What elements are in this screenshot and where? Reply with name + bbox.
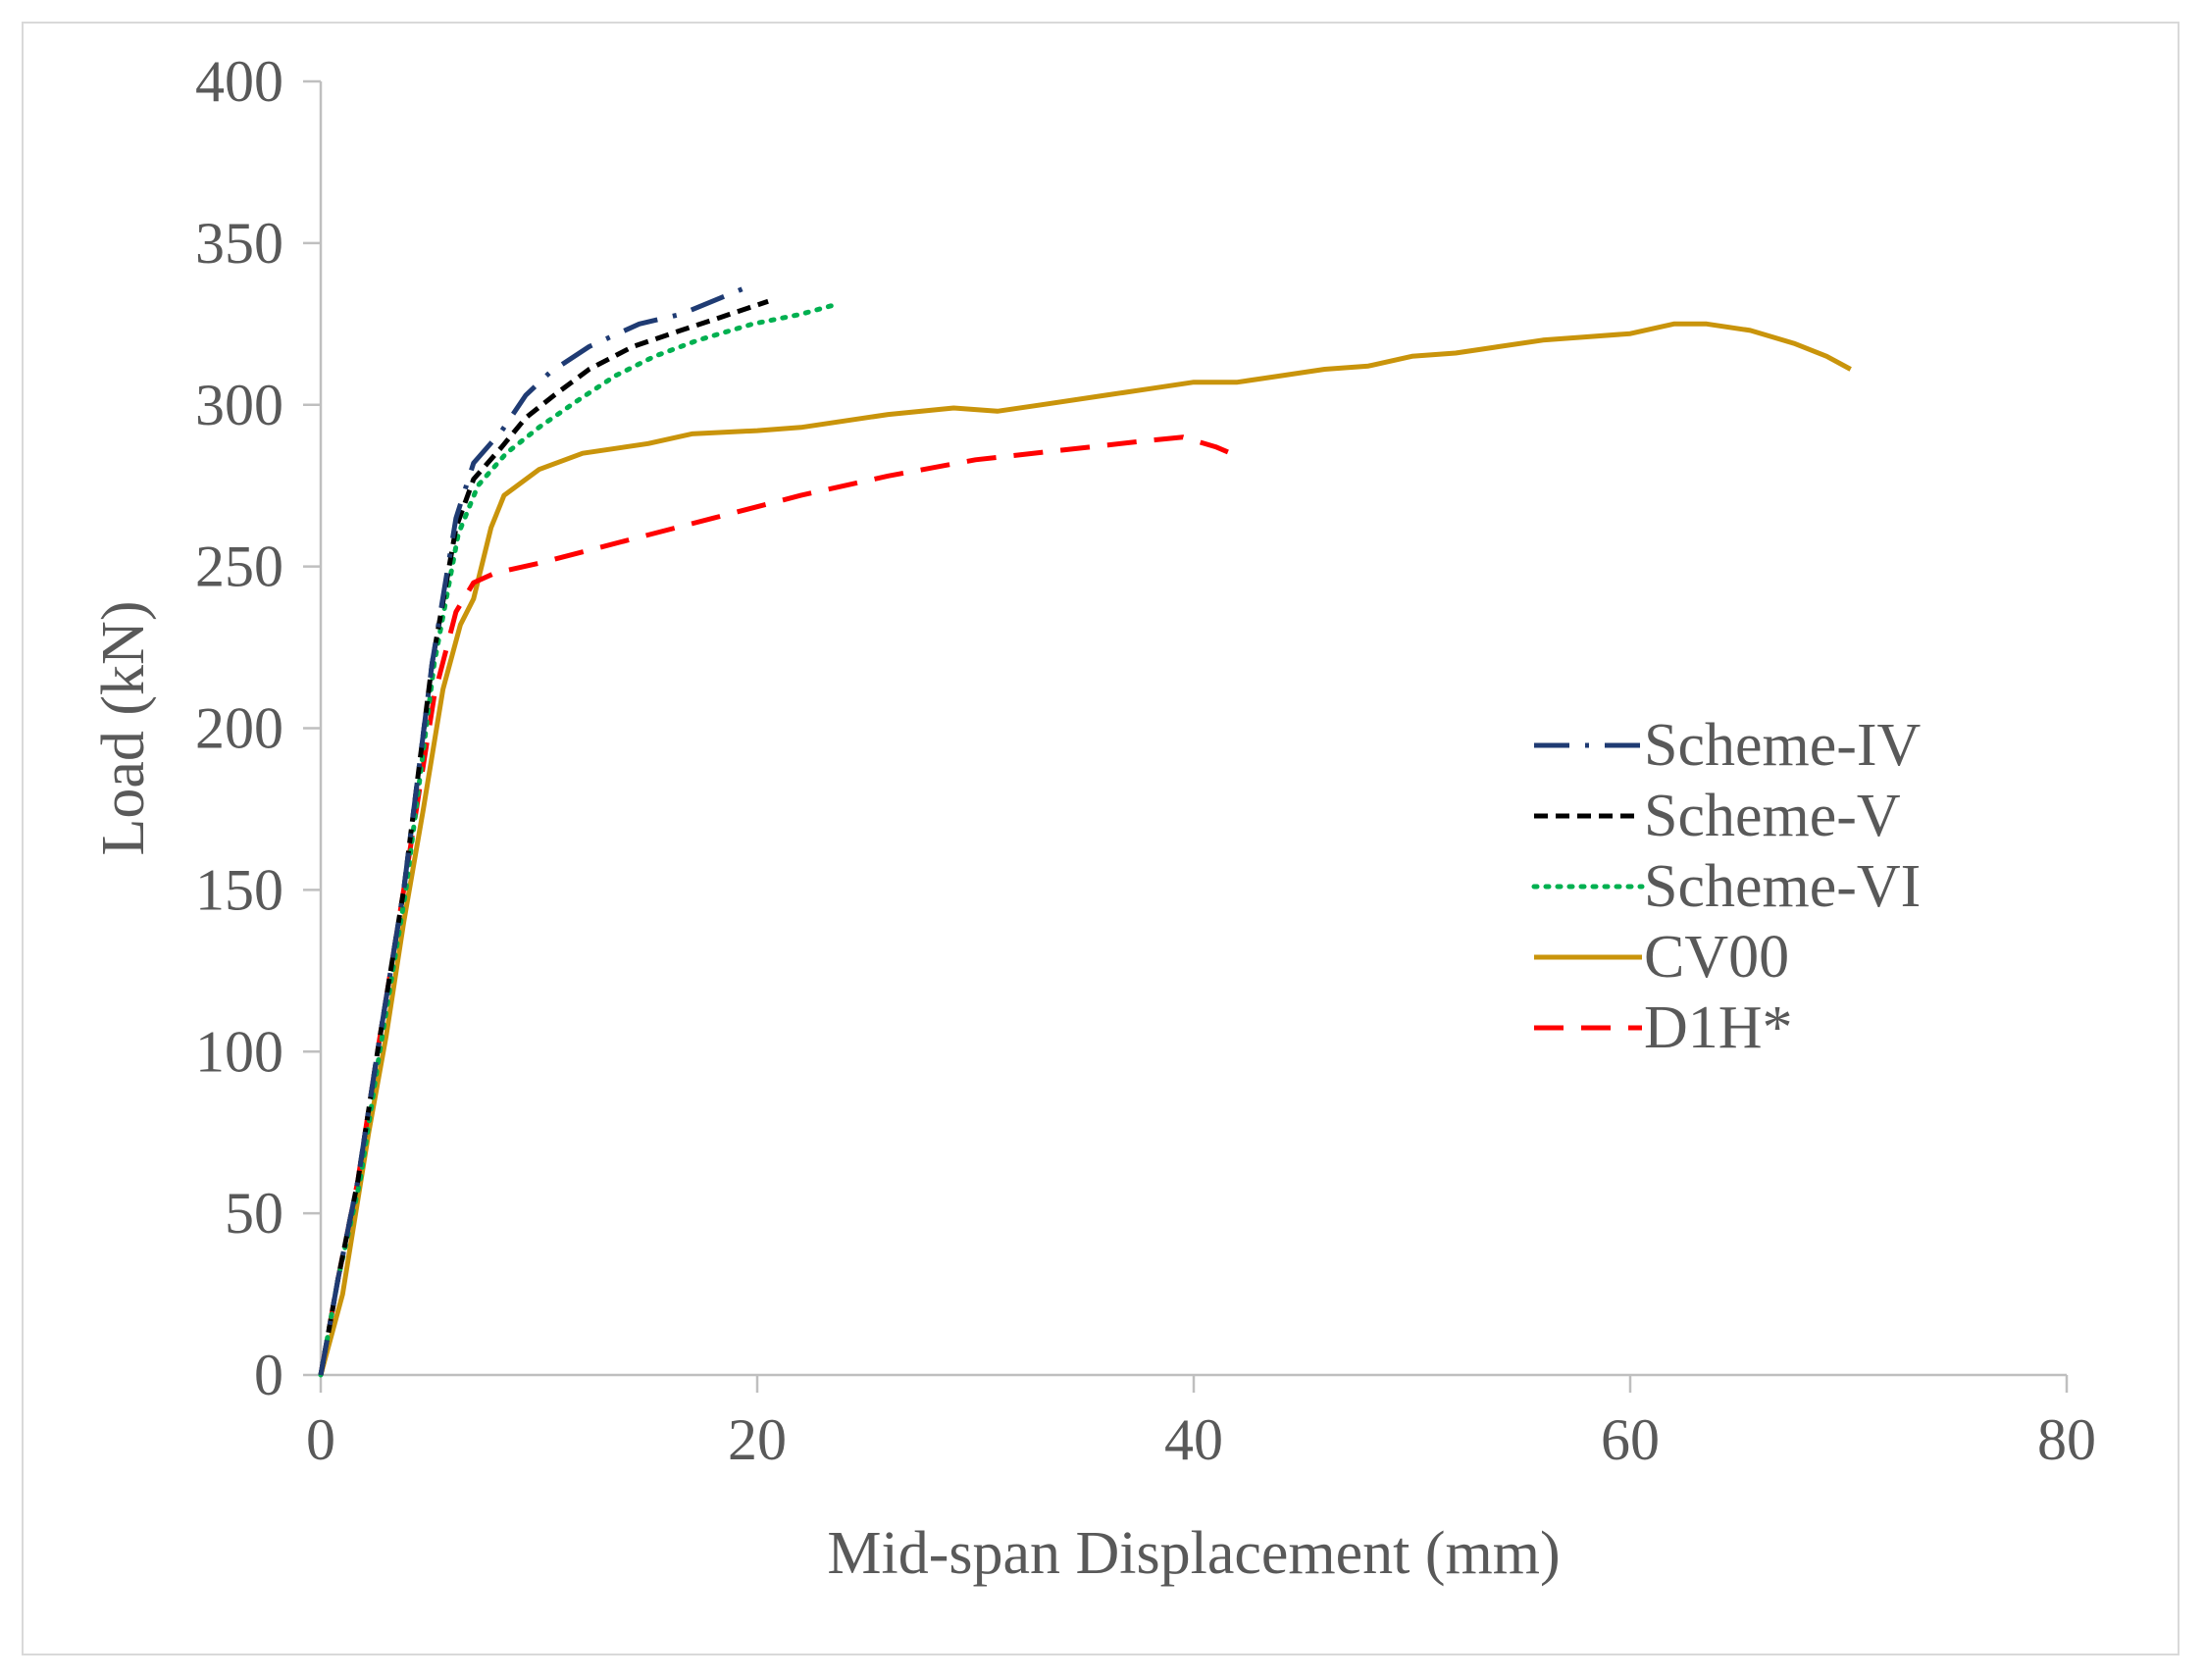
axes: 0 50 100 150 200 250 300 350 400 0 20 40 60 80 [195, 49, 2096, 1472]
y-tick-label: 0 [254, 1343, 283, 1407]
x-tick-label: 20 [728, 1407, 787, 1472]
legend-label: CV00 [1644, 924, 1789, 991]
series-line-d1h [318, 434, 1232, 1376]
y-tick-label: 200 [195, 696, 283, 761]
series-group [318, 285, 1852, 1378]
legend-label: Scheme-V [1644, 783, 1901, 849]
series-line-scheme-iv [318, 285, 745, 1376]
y-tick-label: 350 [195, 211, 283, 276]
y-tick-label: 300 [195, 373, 283, 437]
legend-label: Scheme-IV [1644, 712, 1922, 779]
y-tick-label: 150 [195, 857, 283, 922]
y-tick-label: 50 [225, 1181, 283, 1246]
chart-frame: 0 50 100 150 200 250 300 350 400 0 20 40 60 80 Mid-s… [22, 22, 2179, 1655]
chart-svg: 0 50 100 150 200 250 300 350 400 0 20 40 60 80 Mid-s… [90, 49, 2096, 1587]
x-axis-title: Mid-span Displacement (mm) [827, 1520, 1560, 1587]
x-tick-label: 40 [1164, 1407, 1223, 1472]
x-ticks: 0 20 40 60 80 [306, 1375, 2096, 1472]
x-tick-label: 0 [306, 1407, 335, 1472]
y-tick-label: 250 [195, 535, 283, 599]
x-tick-label: 60 [1601, 1407, 1660, 1472]
series-line-scheme-vi [318, 302, 839, 1378]
y-tick-label: 100 [195, 1019, 283, 1084]
y-tick-label: 400 [195, 49, 283, 114]
y-ticks: 0 50 100 150 200 250 300 350 400 [195, 49, 321, 1407]
legend-label: D1H* [1644, 994, 1793, 1061]
legend-label: Scheme-VI [1644, 853, 1921, 920]
y-axis-title: Load (kN) [90, 601, 157, 856]
series-line-cv00 [318, 321, 1852, 1376]
series-line-scheme-v [318, 298, 769, 1376]
x-tick-label: 80 [2037, 1407, 2096, 1472]
